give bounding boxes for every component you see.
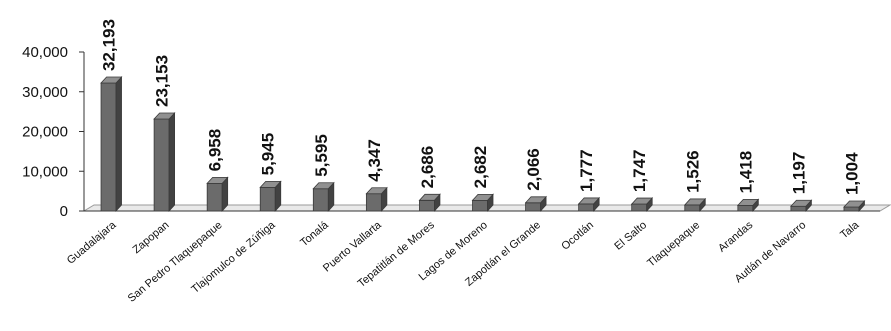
y-tick-label: 30,000 [22,84,68,101]
bar [471,193,494,213]
y-tick-label: 20,000 [22,124,68,141]
bar-top [683,198,707,206]
category-label: Tlaquepaque [645,219,702,269]
bar-front [631,203,648,212]
category-label: Ocotlán [559,219,596,253]
category-label: Arandas [716,219,755,255]
bar [630,197,654,213]
data-label: 5,945 [259,133,278,176]
data-labels: 32,193 23,153 6,958 5,945 5,595 4,347 2,686 2,6… [100,19,862,195]
category-label: Zapopan [131,219,172,256]
bar-top [206,176,229,184]
bar-front [365,193,382,212]
bar-front [790,205,807,212]
bar [365,186,388,213]
bar-top [577,197,601,205]
bar-front [206,182,223,212]
bar-front [472,199,488,212]
y-axis-ticks: 0 10,000 20,000 30,000 40,000 [22,44,84,220]
data-label: 1,197 [789,152,808,195]
bars [100,76,866,213]
bar-top [524,196,547,204]
data-label: 1,526 [683,150,702,193]
y-tick-label: 40,000 [22,44,68,61]
bar-front [312,188,329,212]
data-label: 1,747 [630,150,649,193]
data-label: 2,682 [471,146,490,189]
bar [418,193,441,213]
bar-front [684,204,701,212]
bar-side [168,111,176,213]
data-label: 1,777 [577,149,596,192]
bar-side [115,76,122,213]
bar [683,197,707,213]
bar-top [100,76,123,84]
bar-front [153,118,170,212]
bar-front [578,203,595,212]
data-label: 4,347 [365,139,384,182]
data-label: 1,418 [736,151,755,194]
bar-top [471,193,494,201]
data-label: 23,153 [153,55,172,107]
bar [577,196,601,213]
data-label: 2,686 [418,146,437,189]
category-label: Tala [838,219,862,242]
bar [524,195,547,213]
bar-front [525,202,541,212]
data-label: 1,004 [842,152,861,195]
bar [153,111,176,213]
data-label: 2,066 [524,148,543,191]
bar-top [630,197,654,205]
bar [206,176,229,213]
category-label: El Salto [612,219,649,253]
y-tick-label: 10,000 [22,163,68,180]
bar [736,198,760,213]
bar-top [259,180,282,188]
bar-top [843,200,866,208]
data-label: 32,193 [100,19,119,71]
bar-front [843,206,860,212]
bar-top [312,182,335,190]
bar-front [259,186,276,212]
y-tick-label: 0 [60,203,68,220]
bar [843,199,866,213]
category-label: Guadalajara [65,219,119,267]
bar-top [153,112,176,120]
bar [259,180,282,213]
bar-front [100,82,117,212]
bar-top [736,198,760,206]
bar-top [418,193,441,201]
bar-top [789,199,813,207]
bar-top [365,187,388,195]
category-label: Tonalá [298,219,331,250]
data-label: 6,958 [206,129,225,172]
bar [100,76,123,213]
data-label: 5,595 [312,134,331,177]
bar-front [737,204,754,212]
bar-front [419,199,435,212]
bar [789,199,813,213]
bar [312,181,335,213]
category-label: San Pedro Tlaquepaque [126,219,225,305]
